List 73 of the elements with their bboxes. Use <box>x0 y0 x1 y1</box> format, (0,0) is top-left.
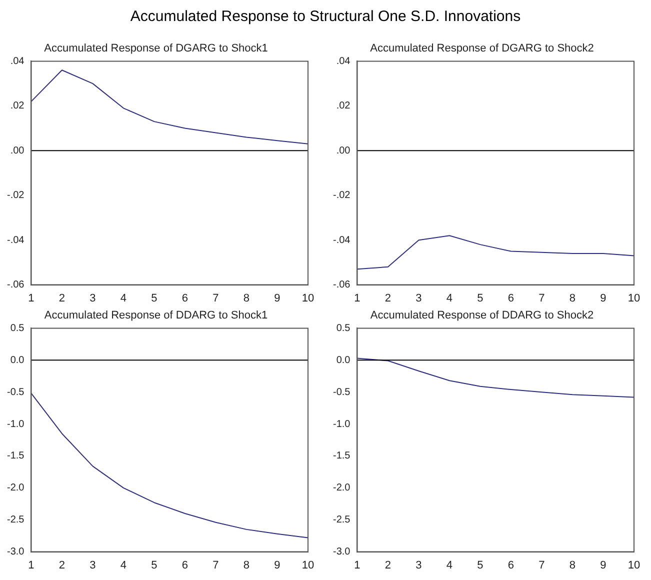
x-tick-label: 7 <box>538 559 545 572</box>
x-tick-label: 2 <box>384 559 392 572</box>
y-tick-label: -1.5 <box>6 450 25 462</box>
x-tick-label: 4 <box>120 292 127 304</box>
x-tick-label: 4 <box>446 559 453 572</box>
y-tick-label: .00 <box>10 145 25 156</box>
chart-title: Accumulated Response of DGARG to Shock2 <box>370 42 594 55</box>
y-tick-label: -.02 <box>332 190 351 202</box>
x-tick-label: 6 <box>508 292 514 304</box>
y-tick-label: -2.0 <box>332 482 351 494</box>
y-tick-label: -0.5 <box>332 386 351 398</box>
x-tick-label: 2 <box>58 559 66 572</box>
y-tick-label: .04 <box>336 56 351 67</box>
chart-title: Accumulated Response of DDARG to Shock1 <box>44 310 268 322</box>
y-tick-label: -3.0 <box>6 546 25 558</box>
x-tick-label: 9 <box>600 559 606 572</box>
x-tick-label: 3 <box>90 292 96 304</box>
x-tick-label: 5 <box>151 559 158 572</box>
x-tick-label: 10 <box>628 292 640 304</box>
y-tick-label: -3.0 <box>332 546 351 558</box>
x-tick-label: 6 <box>508 559 514 572</box>
x-tick-label: 5 <box>477 292 484 304</box>
y-tick-label: -0.5 <box>6 386 25 398</box>
x-tick-label: 3 <box>416 559 422 572</box>
y-tick-label: -.04 <box>332 234 351 246</box>
chart-title: Accumulated Response of DGARG to Shock1 <box>44 42 268 55</box>
y-tick-label: -1.0 <box>332 418 351 430</box>
x-tick-label: 1 <box>354 559 360 572</box>
x-tick-label: 9 <box>600 292 606 304</box>
x-tick-label: 3 <box>416 292 422 304</box>
x-tick-label: 10 <box>302 292 314 304</box>
x-tick-label: 2 <box>384 292 392 304</box>
y-tick-label: -.06 <box>6 280 25 291</box>
y-tick-label: .00 <box>336 145 351 156</box>
x-tick-label: 7 <box>212 559 219 572</box>
x-tick-label: 2 <box>58 292 66 304</box>
y-tick-label: .02 <box>336 100 351 112</box>
x-tick-label: 8 <box>569 559 576 572</box>
x-tick-label: 1 <box>354 292 360 304</box>
x-tick-label: 9 <box>274 292 280 304</box>
x-tick-label: 10 <box>302 559 314 572</box>
x-tick-label: 6 <box>182 559 188 572</box>
x-tick-label: 8 <box>243 559 250 572</box>
x-tick-label: 7 <box>212 292 219 304</box>
x-tick-label: 3 <box>90 559 96 572</box>
x-tick-label: 8 <box>569 292 576 304</box>
x-tick-label: 1 <box>28 292 34 304</box>
x-tick-label: 5 <box>477 559 484 572</box>
y-tick-label: -2.5 <box>6 514 25 526</box>
x-tick-label: 10 <box>628 559 640 572</box>
y-tick-label: 0.5 <box>336 322 351 334</box>
y-tick-label: -1.0 <box>6 418 25 430</box>
x-tick-label: 5 <box>151 292 158 304</box>
x-tick-label: 9 <box>274 559 280 572</box>
y-tick-label: 0.5 <box>10 322 25 334</box>
y-tick-label: -.06 <box>332 280 351 291</box>
y-tick-label: .04 <box>10 56 25 67</box>
x-tick-label: 7 <box>538 292 545 304</box>
y-tick-label: -2.5 <box>332 514 351 526</box>
text: Accumulated Response to Structural One S.D. Innovations <box>129 8 522 25</box>
y-tick-label: 0.0 <box>10 354 25 366</box>
x-tick-label: 1 <box>28 559 34 572</box>
y-tick-label: -2.0 <box>6 482 25 494</box>
y-tick-label: -.02 <box>6 190 25 202</box>
x-tick-label: 8 <box>243 292 250 304</box>
chart-title: Accumulated Response of DDARG to Shock2 <box>370 310 594 322</box>
y-tick-label: -1.5 <box>332 450 351 462</box>
y-tick-label: -.04 <box>6 234 25 246</box>
x-tick-label: 6 <box>182 292 188 304</box>
x-tick-label: 4 <box>120 559 127 572</box>
y-tick-label: 0.0 <box>336 354 351 366</box>
x-tick-label: 4 <box>446 292 453 304</box>
y-tick-label: .02 <box>10 100 25 112</box>
